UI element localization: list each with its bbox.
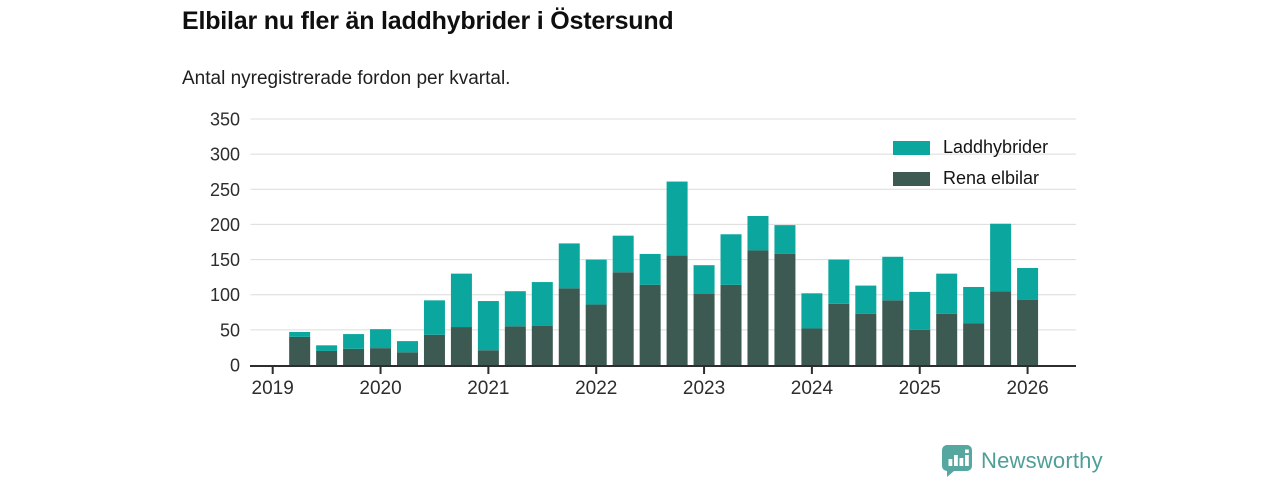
svg-text:2023: 2023: [683, 378, 725, 399]
newsworthy-bar-chart-bubble-icon: [941, 444, 973, 478]
svg-text:2020: 2020: [359, 378, 401, 399]
svg-text:2024: 2024: [791, 378, 834, 399]
svg-text:0: 0: [230, 356, 240, 376]
legend-swatch-rena-elbilar-icon: [893, 172, 930, 186]
svg-text:2022: 2022: [575, 378, 617, 399]
svg-text:150: 150: [210, 250, 240, 270]
svg-text:200: 200: [210, 215, 240, 235]
legend-item-laddhybrider: Laddhybrider: [893, 137, 1048, 158]
svg-text:350: 350: [210, 110, 240, 130]
legend-item-rena-elbilar: Rena elbilar: [893, 168, 1048, 189]
svg-text:300: 300: [210, 145, 240, 165]
svg-text:2025: 2025: [899, 378, 941, 399]
chart-legend: Laddhybrider Rena elbilar: [893, 137, 1048, 189]
svg-text:2019: 2019: [252, 378, 294, 399]
svg-text:2026: 2026: [1006, 378, 1048, 399]
newsworthy-brand-name: Newsworthy: [981, 448, 1103, 474]
newsworthy-logo-link[interactable]: Newsworthy: [941, 444, 1103, 478]
svg-text:2021: 2021: [467, 378, 509, 399]
svg-text:250: 250: [210, 180, 240, 200]
svg-text:50: 50: [220, 320, 240, 340]
legend-label-rena-elbilar: Rena elbilar: [943, 168, 1039, 189]
stacked-bar-chart-plot-area: 0 50 100 150 200 250 300 350 2019 2020 2021 2022 202…: [0, 0, 1280, 480]
chart-card: Elbilar nu fler än laddhybrider i Östers…: [0, 0, 1280, 480]
legend-swatch-laddhybrider-icon: [893, 141, 930, 155]
svg-text:100: 100: [210, 285, 240, 305]
legend-label-laddhybrider: Laddhybrider: [943, 137, 1048, 158]
